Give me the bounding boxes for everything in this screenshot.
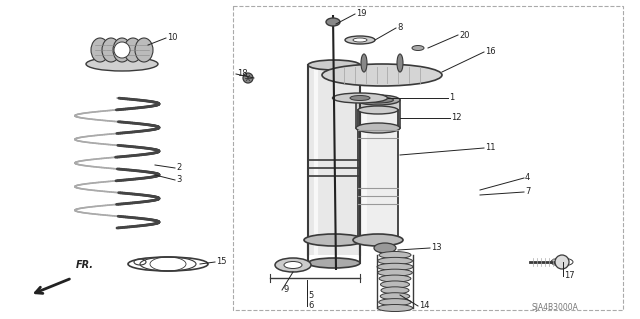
Text: 16: 16 [485,48,495,56]
Ellipse shape [356,123,400,133]
Text: 19: 19 [356,10,367,19]
Ellipse shape [353,234,403,246]
Text: 14: 14 [419,301,429,310]
Text: 9: 9 [283,286,288,294]
Ellipse shape [350,95,370,100]
Ellipse shape [381,287,409,294]
Text: 10: 10 [167,33,177,42]
Ellipse shape [377,263,413,270]
Ellipse shape [379,251,411,258]
Ellipse shape [322,64,442,86]
Bar [356,100,400,128]
Bar [358,110,398,240]
Ellipse shape [113,38,131,62]
Text: 15: 15 [216,257,227,266]
Ellipse shape [361,54,367,72]
Ellipse shape [308,258,360,268]
Ellipse shape [275,258,311,272]
Ellipse shape [135,38,153,62]
Text: 18: 18 [237,70,248,78]
Ellipse shape [555,255,569,269]
Text: 5: 5 [308,291,313,300]
Text: 7: 7 [525,188,531,197]
Ellipse shape [333,93,387,103]
Text: 1: 1 [449,93,454,102]
Ellipse shape [358,106,398,114]
Text: 11: 11 [485,144,495,152]
Text: 6: 6 [308,301,314,310]
Ellipse shape [380,293,410,300]
Text: 13: 13 [431,243,442,253]
Ellipse shape [86,57,158,71]
Bar [233,6,623,310]
Text: 17: 17 [564,271,575,280]
Ellipse shape [304,234,364,246]
Ellipse shape [374,243,396,253]
Text: 8: 8 [397,24,403,33]
Text: 4: 4 [525,174,531,182]
Text: 2: 2 [176,164,181,173]
Ellipse shape [381,281,410,288]
Ellipse shape [412,46,424,50]
Ellipse shape [326,18,340,26]
Text: FR.: FR. [76,260,94,270]
Ellipse shape [356,95,400,105]
Ellipse shape [91,38,109,62]
Ellipse shape [102,38,120,62]
Text: SJA4B3000A: SJA4B3000A [532,303,579,313]
Ellipse shape [397,54,403,72]
Ellipse shape [379,275,411,282]
Circle shape [114,42,130,58]
Ellipse shape [379,299,412,306]
Ellipse shape [124,38,142,62]
Ellipse shape [378,257,412,264]
Ellipse shape [378,269,412,276]
Text: 3: 3 [176,175,181,184]
Ellipse shape [378,305,413,311]
Bar [308,65,360,255]
Ellipse shape [284,262,302,269]
Ellipse shape [243,73,253,83]
Ellipse shape [345,36,375,44]
Ellipse shape [353,38,367,42]
Ellipse shape [308,60,360,70]
Text: 20: 20 [459,31,470,40]
Ellipse shape [363,97,394,103]
Text: 12: 12 [451,114,461,122]
